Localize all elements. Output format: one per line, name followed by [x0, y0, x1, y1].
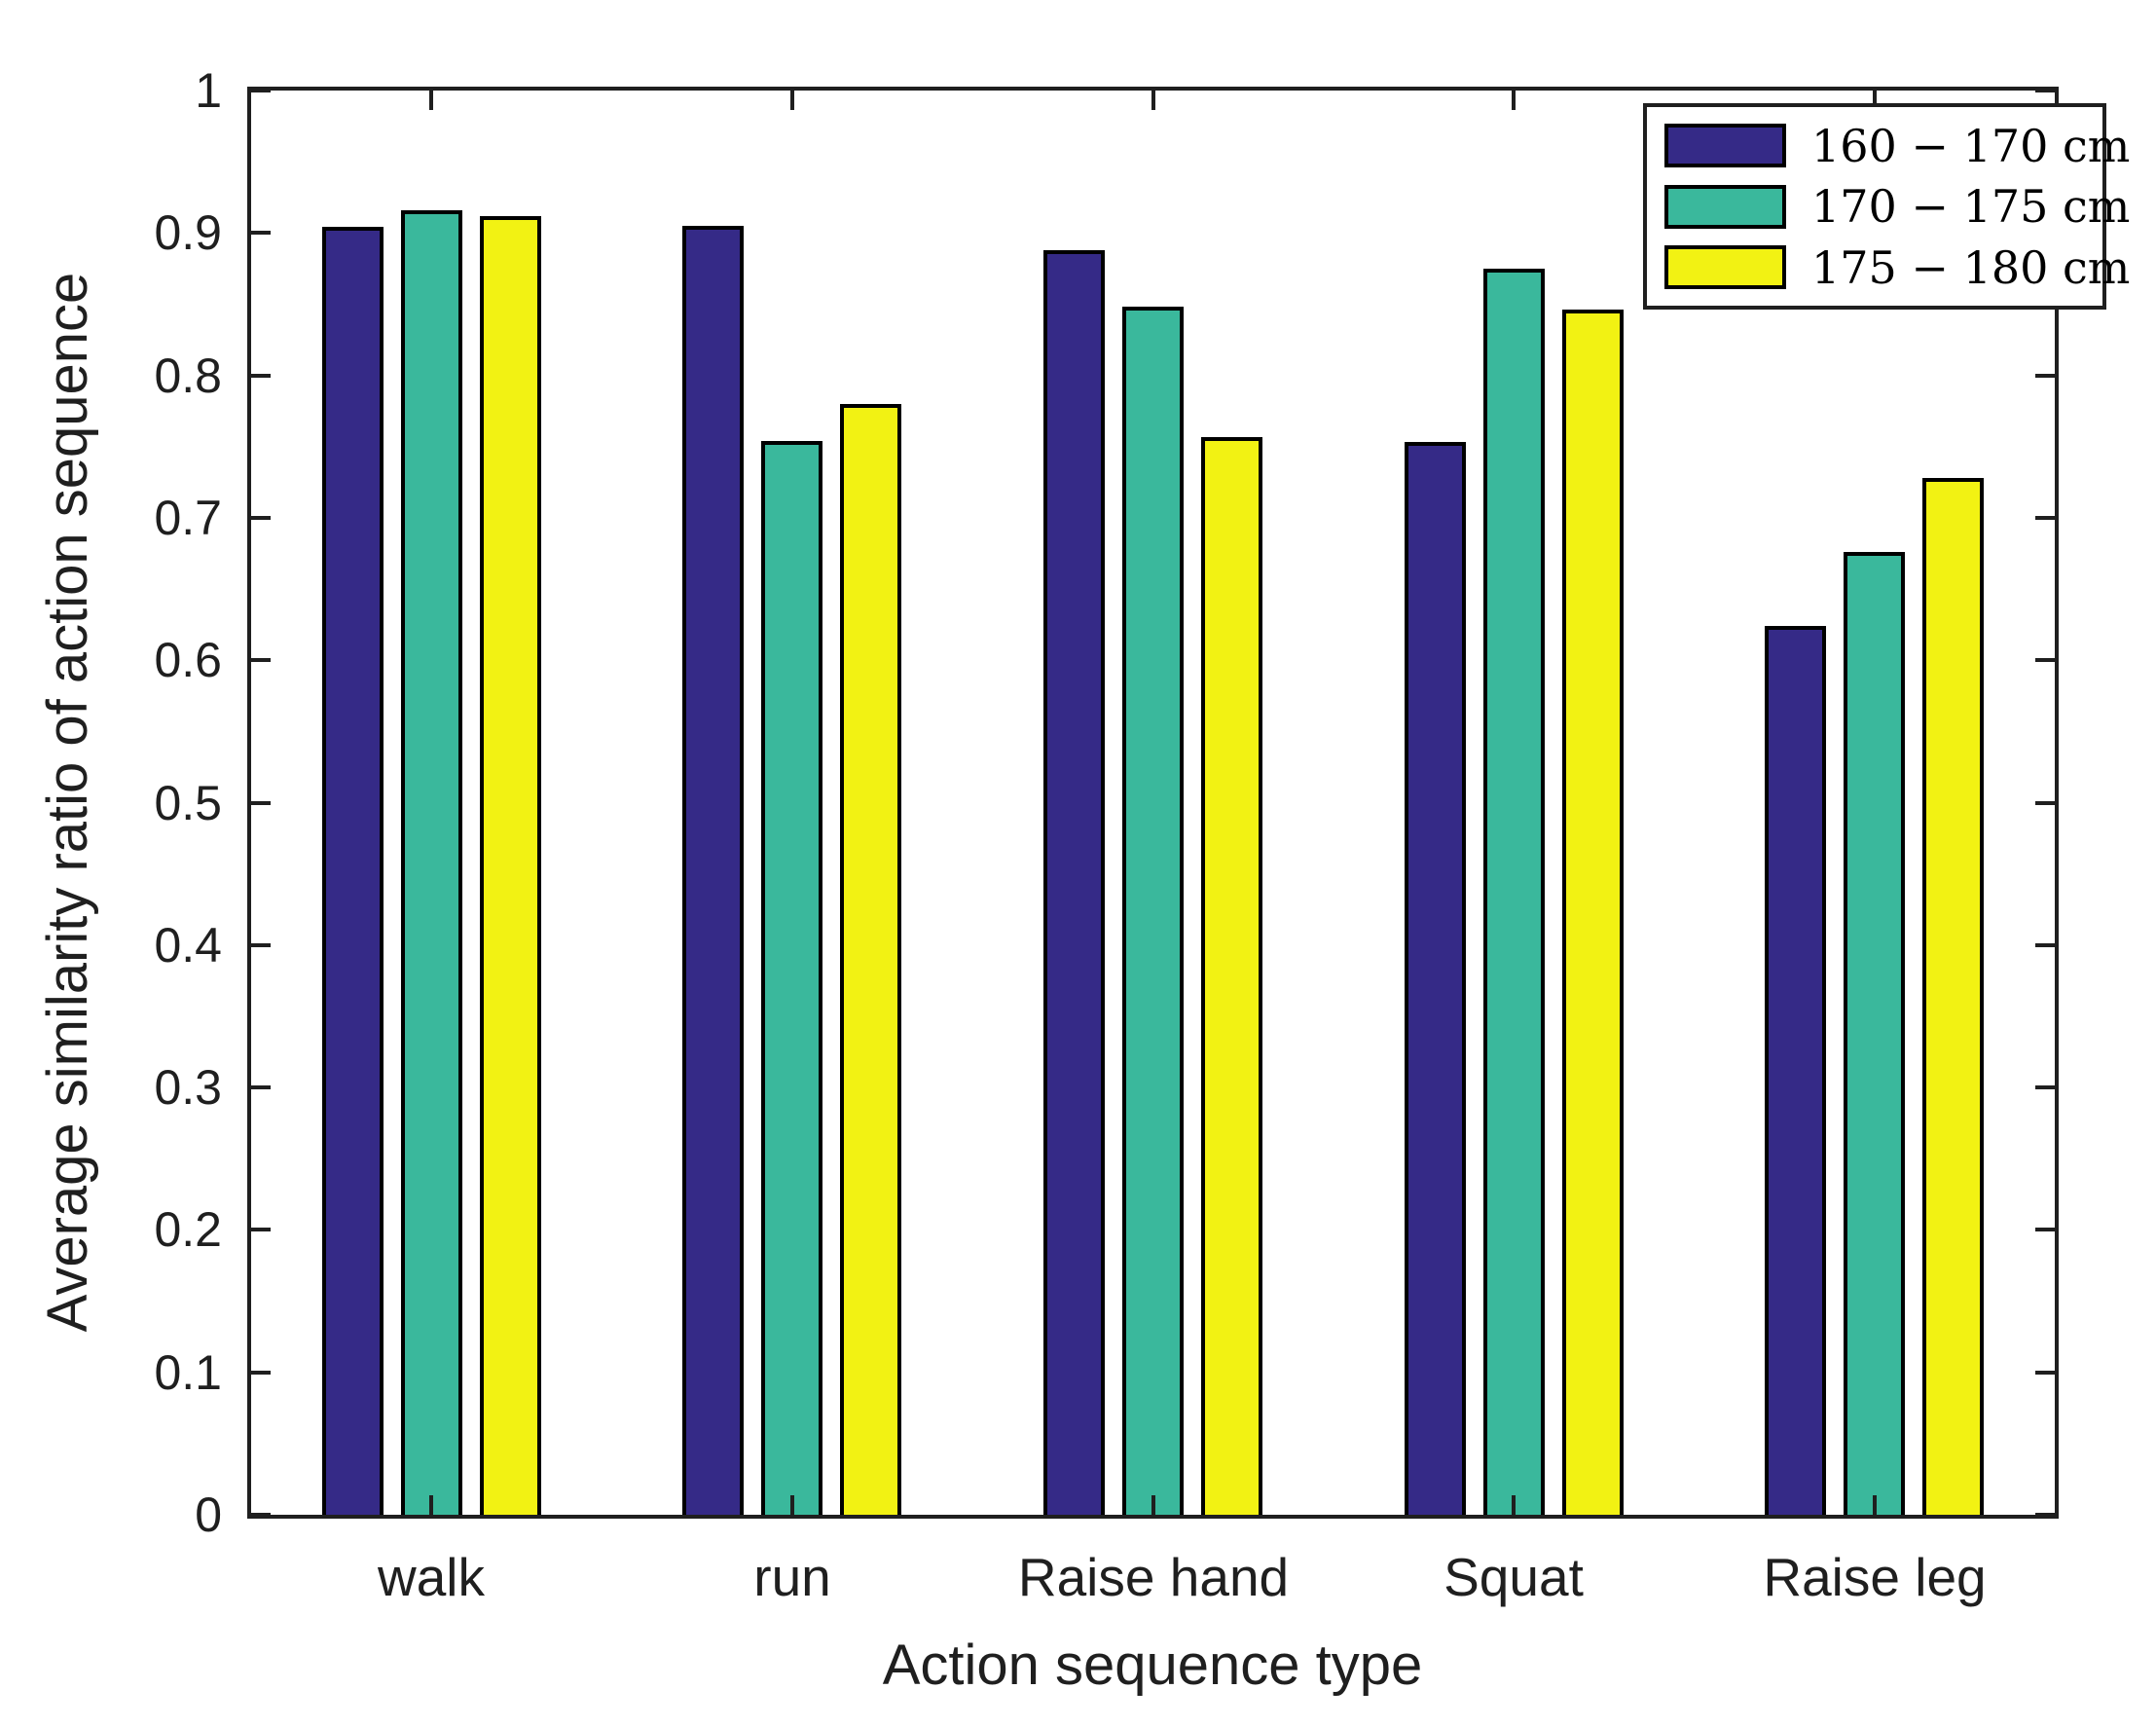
y-tick-left — [251, 89, 271, 92]
y-tick-label: 0 — [195, 1487, 222, 1542]
x-tick-top — [1151, 91, 1155, 110]
legend: 160 − 170 cm 170 − 175 cm 175 − 180 cm — [1643, 103, 2130, 310]
x-tick-label-raise-hand: Raise hand — [1017, 1547, 1290, 1607]
y-tick-left — [251, 1371, 271, 1375]
bar-squat-160-170-cm — [1405, 442, 1466, 1515]
y-tick-left — [251, 516, 271, 520]
y-tick-label: 0.5 — [154, 776, 222, 830]
bar-squat-170-175-cm — [1483, 269, 1545, 1515]
y-tick-right — [2035, 89, 2055, 92]
y-tick-left — [251, 943, 271, 947]
x-tick-bottom — [429, 1495, 433, 1515]
y-tick-left — [251, 374, 271, 378]
bar-raise-hand-160-170-cm — [1043, 250, 1105, 1515]
legend-swatch-170-175-cm — [1664, 184, 1786, 229]
bar-squat-175-180-cm — [1562, 310, 1624, 1515]
bar-raise-hand-175-180-cm — [1201, 437, 1262, 1515]
y-tick-left — [251, 1085, 271, 1089]
y-tick-left — [251, 231, 271, 235]
legend-swatch-175-180-cm — [1664, 245, 1786, 289]
x-tick-top — [790, 91, 794, 110]
y-tick-label: 0.7 — [154, 491, 222, 545]
legend-label: 170 − 175 cm — [1811, 180, 2131, 233]
x-tick-bottom — [790, 1495, 794, 1515]
bar-walk-175-180-cm — [480, 216, 541, 1515]
legend-row-170-175-cm: 170 − 175 cm — [1647, 180, 2130, 233]
x-tick-bottom — [1512, 1495, 1516, 1515]
legend-label: 175 − 180 cm — [1811, 240, 2131, 294]
y-tick-right — [2035, 658, 2055, 662]
bar-raise-leg-175-180-cm — [1922, 478, 1984, 1515]
plot-area — [247, 87, 2059, 1519]
bar-walk-160-170-cm — [322, 227, 384, 1515]
x-axis-label: Action sequence type — [882, 1634, 1423, 1697]
y-tick-right — [2035, 1513, 2055, 1517]
legend-row-175-180-cm: 175 − 180 cm — [1647, 241, 2130, 294]
x-tick-label-run: run — [753, 1547, 831, 1607]
x-tick-label-squat: Squat — [1443, 1547, 1584, 1607]
bar-raise-leg-160-170-cm — [1765, 626, 1826, 1515]
x-tick-top — [429, 91, 433, 110]
y-tick-right — [2035, 374, 2055, 378]
y-tick-label: 0.6 — [154, 633, 222, 687]
x-tick-label-raise-leg: Raise leg — [1763, 1547, 1987, 1607]
y-tick-left — [251, 1513, 271, 1517]
x-tick-label-walk: walk — [377, 1547, 486, 1607]
y-tick-right — [2035, 1228, 2055, 1231]
y-tick-right — [2035, 943, 2055, 947]
x-tick-top — [1873, 91, 1877, 110]
bar-walk-170-175-cm — [401, 210, 462, 1515]
legend-row-160-170-cm: 160 − 170 cm — [1647, 120, 2130, 172]
bar-run-170-175-cm — [761, 441, 822, 1515]
bar-run-175-180-cm — [840, 404, 901, 1515]
y-tick-label: 0.1 — [154, 1345, 222, 1400]
y-tick-label: 1 — [195, 63, 222, 118]
x-tick-top — [1512, 91, 1516, 110]
legend-swatch-160-170-cm — [1664, 124, 1786, 167]
bar-run-160-170-cm — [682, 226, 744, 1515]
y-tick-right — [2035, 1085, 2055, 1089]
y-tick-right — [2035, 801, 2055, 805]
bar-raise-leg-170-175-cm — [1844, 552, 1905, 1515]
bar-raise-hand-170-175-cm — [1122, 307, 1184, 1515]
y-tick-label: 0.2 — [154, 1202, 222, 1257]
y-tick-label: 0.4 — [154, 918, 222, 973]
y-tick-left — [251, 801, 271, 805]
x-tick-bottom — [1873, 1495, 1877, 1515]
y-tick-right — [2035, 516, 2055, 520]
y-tick-label: 0.8 — [154, 349, 222, 403]
x-tick-bottom — [1151, 1495, 1155, 1515]
y-tick-label: 0.9 — [154, 205, 222, 260]
y-tick-right — [2035, 1371, 2055, 1375]
y-tick-left — [251, 658, 271, 662]
y-tick-label: 0.3 — [154, 1060, 222, 1115]
y-tick-left — [251, 1228, 271, 1231]
legend-label: 160 − 170 cm — [1811, 119, 2131, 172]
